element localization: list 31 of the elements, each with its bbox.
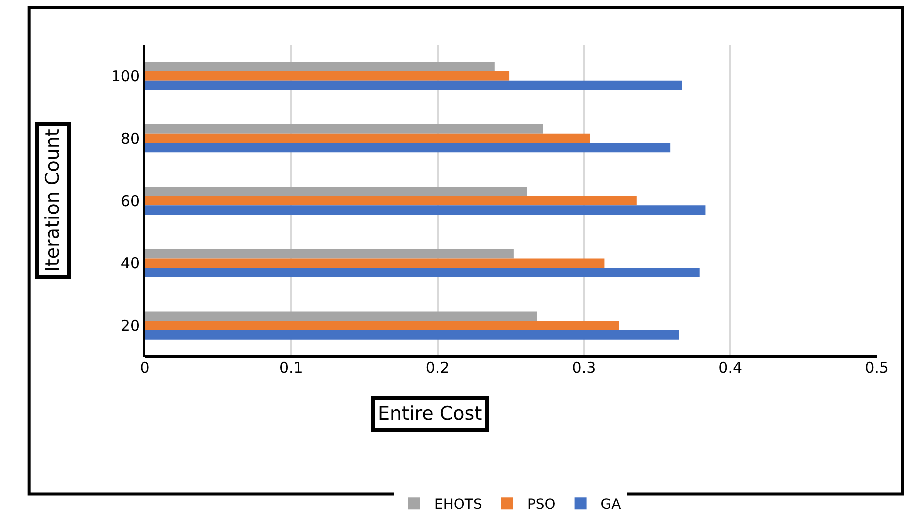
bar bbox=[145, 321, 620, 330]
x-tick-label: 0 bbox=[140, 359, 150, 377]
x-tick-label: 0.1 bbox=[279, 359, 304, 377]
bar bbox=[145, 196, 637, 206]
y-tick-label: 40 bbox=[120, 254, 140, 273]
bar bbox=[145, 72, 510, 81]
x-tick-label: 0.4 bbox=[718, 359, 743, 377]
bar bbox=[145, 206, 706, 216]
bar bbox=[145, 268, 700, 278]
y-axis-title: Iteration Count bbox=[42, 129, 64, 272]
bar bbox=[145, 312, 538, 322]
x-tick-label: 0.5 bbox=[865, 359, 889, 377]
x-tick-label: 0.2 bbox=[426, 359, 450, 377]
x-tick-label: 0.3 bbox=[572, 359, 596, 377]
y-tick-label: 100 bbox=[111, 67, 140, 86]
bar bbox=[145, 134, 590, 144]
bar bbox=[145, 80, 682, 90]
y-tick-label: 60 bbox=[120, 192, 140, 210]
bar bbox=[145, 186, 528, 196]
bar bbox=[145, 124, 544, 134]
legend-label: GA bbox=[600, 497, 622, 514]
bar bbox=[145, 258, 605, 268]
bar bbox=[145, 249, 514, 259]
y-tick-label: 80 bbox=[120, 130, 140, 148]
bar bbox=[145, 143, 671, 153]
bar bbox=[145, 330, 680, 340]
legend-label: PSO bbox=[527, 497, 556, 514]
x-axis-title: Entire Cost bbox=[378, 403, 482, 425]
legend-label: EHOTS bbox=[434, 497, 482, 514]
y-tick-label: 20 bbox=[120, 317, 140, 336]
bar bbox=[145, 62, 495, 72]
